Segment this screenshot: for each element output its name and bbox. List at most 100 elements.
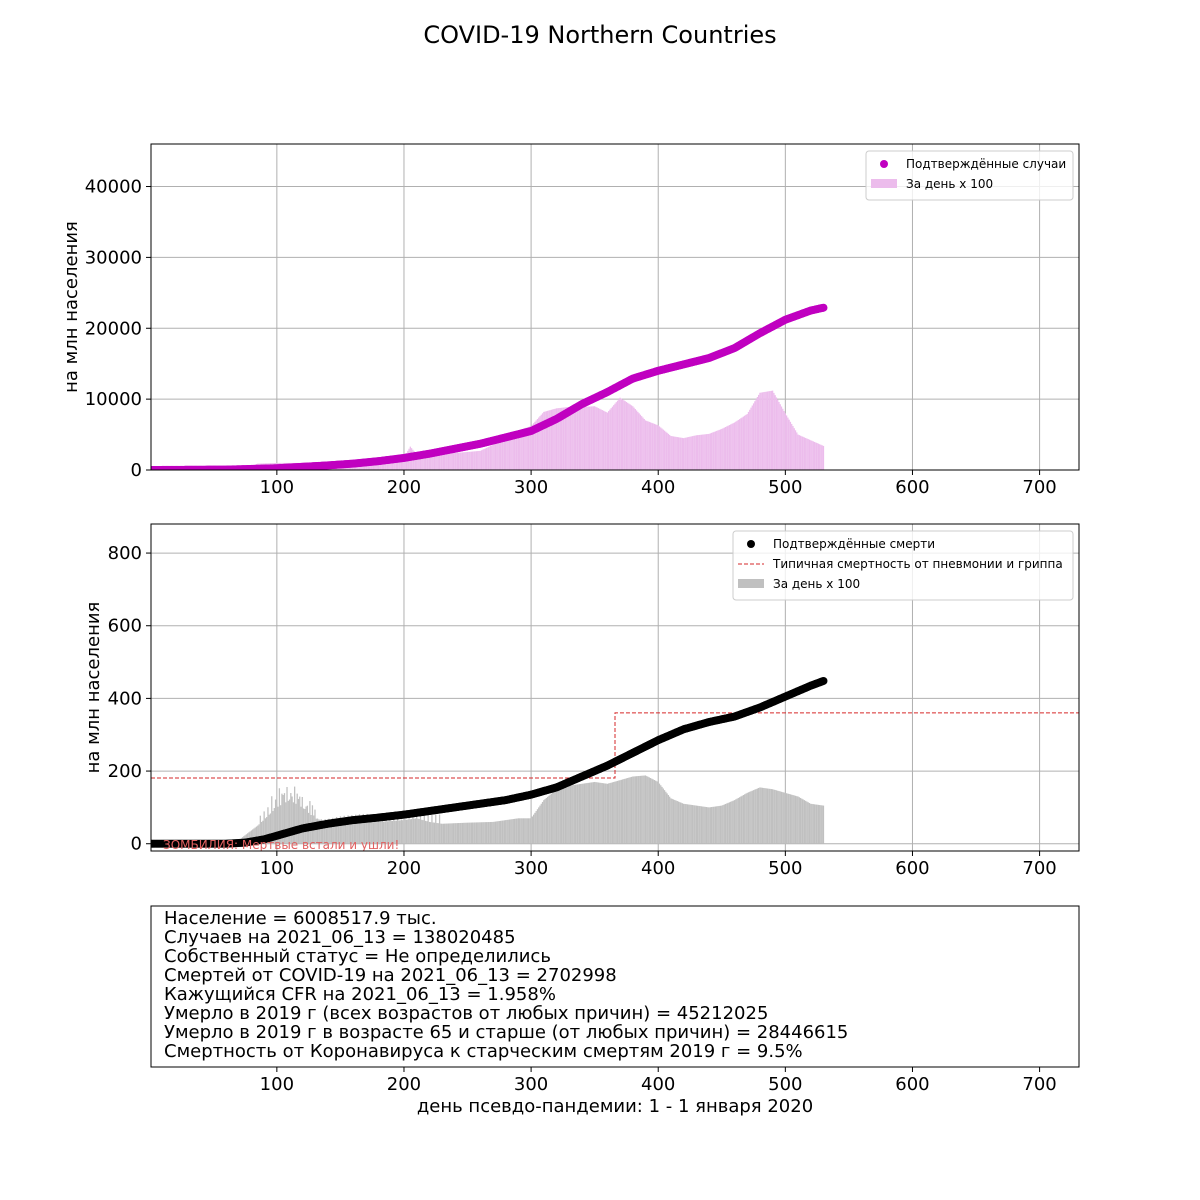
legend-marker [738, 579, 764, 588]
daily-bar [714, 432, 715, 470]
daily-bar [710, 433, 711, 470]
daily-bar [416, 814, 417, 844]
daily-bar [741, 417, 742, 470]
daily-bar [738, 798, 739, 844]
daily-bar [777, 400, 778, 470]
daily-bar [696, 435, 697, 470]
daily-bar [663, 789, 664, 844]
daily-bar [556, 789, 557, 844]
daily-bar [644, 419, 645, 470]
info-died-2019: Умерло в 2019 г (всех возрастов от любых… [164, 1004, 768, 1023]
x-tick-label: 600 [895, 1074, 929, 1095]
daily-bar [711, 433, 712, 470]
daily-bar [570, 785, 571, 843]
daily-bar [441, 824, 442, 844]
daily-bar [532, 816, 533, 843]
daily-bar [496, 821, 497, 843]
daily-bar [453, 453, 454, 470]
daily-bar [734, 423, 735, 470]
daily-bar [796, 432, 797, 470]
daily-bar [588, 783, 589, 844]
daily-bar [621, 399, 622, 470]
daily-bar [447, 453, 448, 470]
daily-bar [776, 790, 777, 843]
daily-bar [686, 804, 687, 844]
daily-bar [485, 448, 486, 470]
daily-bar [505, 820, 506, 844]
daily-bar [668, 795, 669, 844]
daily-bar [463, 452, 464, 470]
daily-bar [567, 786, 568, 844]
daily-bar [702, 435, 703, 470]
daily-bar [744, 416, 745, 470]
x-tick-label: 500 [768, 858, 802, 879]
daily-bar [626, 402, 627, 470]
daily-bar [674, 437, 675, 470]
daily-bar [627, 403, 628, 470]
daily-bar [646, 776, 647, 844]
y-tick-label: 40000 [85, 177, 142, 198]
daily-bar [772, 789, 773, 844]
daily-bar [571, 407, 572, 470]
daily-bar [647, 777, 648, 844]
daily-bar [755, 399, 756, 470]
daily-bar [405, 819, 406, 843]
daily-bar [529, 818, 530, 843]
info-box: Население = 6008517.9 тыс. Случаев на 20… [151, 906, 1079, 1067]
daily-bar [632, 406, 633, 470]
daily-bar [583, 407, 584, 470]
daily-bar [454, 823, 455, 844]
daily-bar [402, 820, 403, 844]
daily-bar [576, 785, 577, 844]
daily-bar [541, 804, 542, 844]
daily-bar [585, 407, 586, 470]
daily-bar [419, 819, 420, 844]
daily-bar [795, 796, 796, 844]
daily-bar [635, 409, 636, 470]
daily-bar [515, 819, 516, 844]
x-tick-label: 500 [768, 477, 802, 498]
y-tick-label: 10000 [85, 389, 142, 410]
daily-bar [607, 413, 608, 470]
daily-bar [639, 413, 640, 470]
daily-bar [805, 801, 806, 844]
daily-bar [621, 780, 622, 844]
info-deaths: Смертей от COVID-19 на 2021_06_13 = 2702… [164, 966, 617, 985]
daily-bar [443, 453, 444, 470]
daily-bar [411, 819, 412, 844]
daily-bar [542, 802, 543, 844]
daily-bar [464, 823, 465, 844]
legend-label: За день x 100 [906, 177, 993, 191]
daily-bar [458, 823, 459, 844]
daily-bar [700, 435, 701, 470]
daily-bar [736, 799, 737, 844]
daily-bar [455, 823, 456, 844]
daily-bar [764, 788, 765, 844]
daily-bar [509, 820, 510, 844]
daily-bar [736, 421, 737, 470]
daily-bar [743, 417, 744, 470]
daily-bar [731, 801, 732, 844]
daily-bar [602, 783, 603, 844]
daily-bar [698, 435, 699, 470]
daily-bar [778, 402, 779, 470]
info-cases: Случаев на 2021_06_13 = 138020485 [164, 928, 516, 947]
daily-bar [623, 779, 624, 844]
daily-bar [617, 401, 618, 470]
daily-bar [597, 782, 598, 843]
daily-bar [776, 397, 777, 470]
y-axis-label: на млн населения [61, 221, 82, 393]
daily-bar [452, 823, 453, 843]
daily-bar [607, 784, 608, 844]
daily-bar [700, 806, 701, 844]
daily-bar [730, 424, 731, 470]
daily-bar [626, 778, 627, 843]
daily-bar [721, 806, 722, 844]
daily-bar [461, 452, 462, 470]
daily-bar [658, 782, 659, 844]
daily-bar [697, 435, 698, 470]
daily-bar [735, 799, 736, 843]
x-axis-label: день псевдо-пандемии: 1 - 1 января 2020 [417, 1096, 813, 1117]
x-tick-label: 600 [895, 477, 929, 498]
daily-bar [533, 815, 534, 844]
